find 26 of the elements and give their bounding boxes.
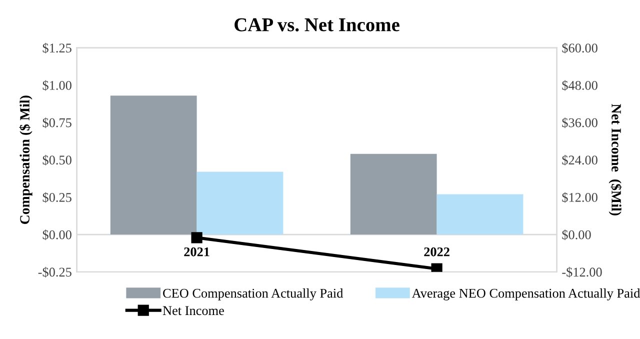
y2-tick-label: $48.00 (562, 80, 598, 91)
legend-label: Average NEO Compensation Actually Paid (412, 288, 640, 300)
y2-tick-label: -$12.00 (562, 266, 602, 278)
y2-tick-label: $12.00 (562, 192, 598, 203)
y-axis-title: Compensation ($ Mil) (19, 96, 32, 224)
y2-tick-label: $24.00 (562, 154, 598, 166)
y-tick-label: $1.25 (42, 42, 72, 54)
legend-label: Net Income (162, 306, 224, 316)
y-tick-label: -$0.25 (38, 266, 72, 278)
bar (110, 96, 197, 235)
x-tick-label: 2021 (184, 247, 210, 256)
chart-title: CAP vs. Net Income (234, 18, 400, 32)
y-tick-label: $1.00 (42, 80, 72, 91)
y-tick-label: $0.00 (42, 230, 72, 240)
bar (196, 172, 284, 235)
bar (350, 154, 437, 235)
bar (436, 194, 524, 235)
x-tick-label: 2022 (424, 247, 450, 256)
y2-tick-label: $60.00 (562, 42, 598, 54)
y-tick-label: $0.75 (42, 118, 72, 128)
legend-label: CEO Compensation Actually Paid (163, 288, 344, 300)
y2-tick-label: $36.00 (562, 118, 598, 128)
y2-axis-title: Net Income ($Mil) (608, 104, 622, 216)
y-tick-label: $0.50 (42, 154, 72, 166)
y2-tick-label: $0.00 (562, 230, 591, 240)
y-tick-label: $0.25 (42, 192, 72, 203)
